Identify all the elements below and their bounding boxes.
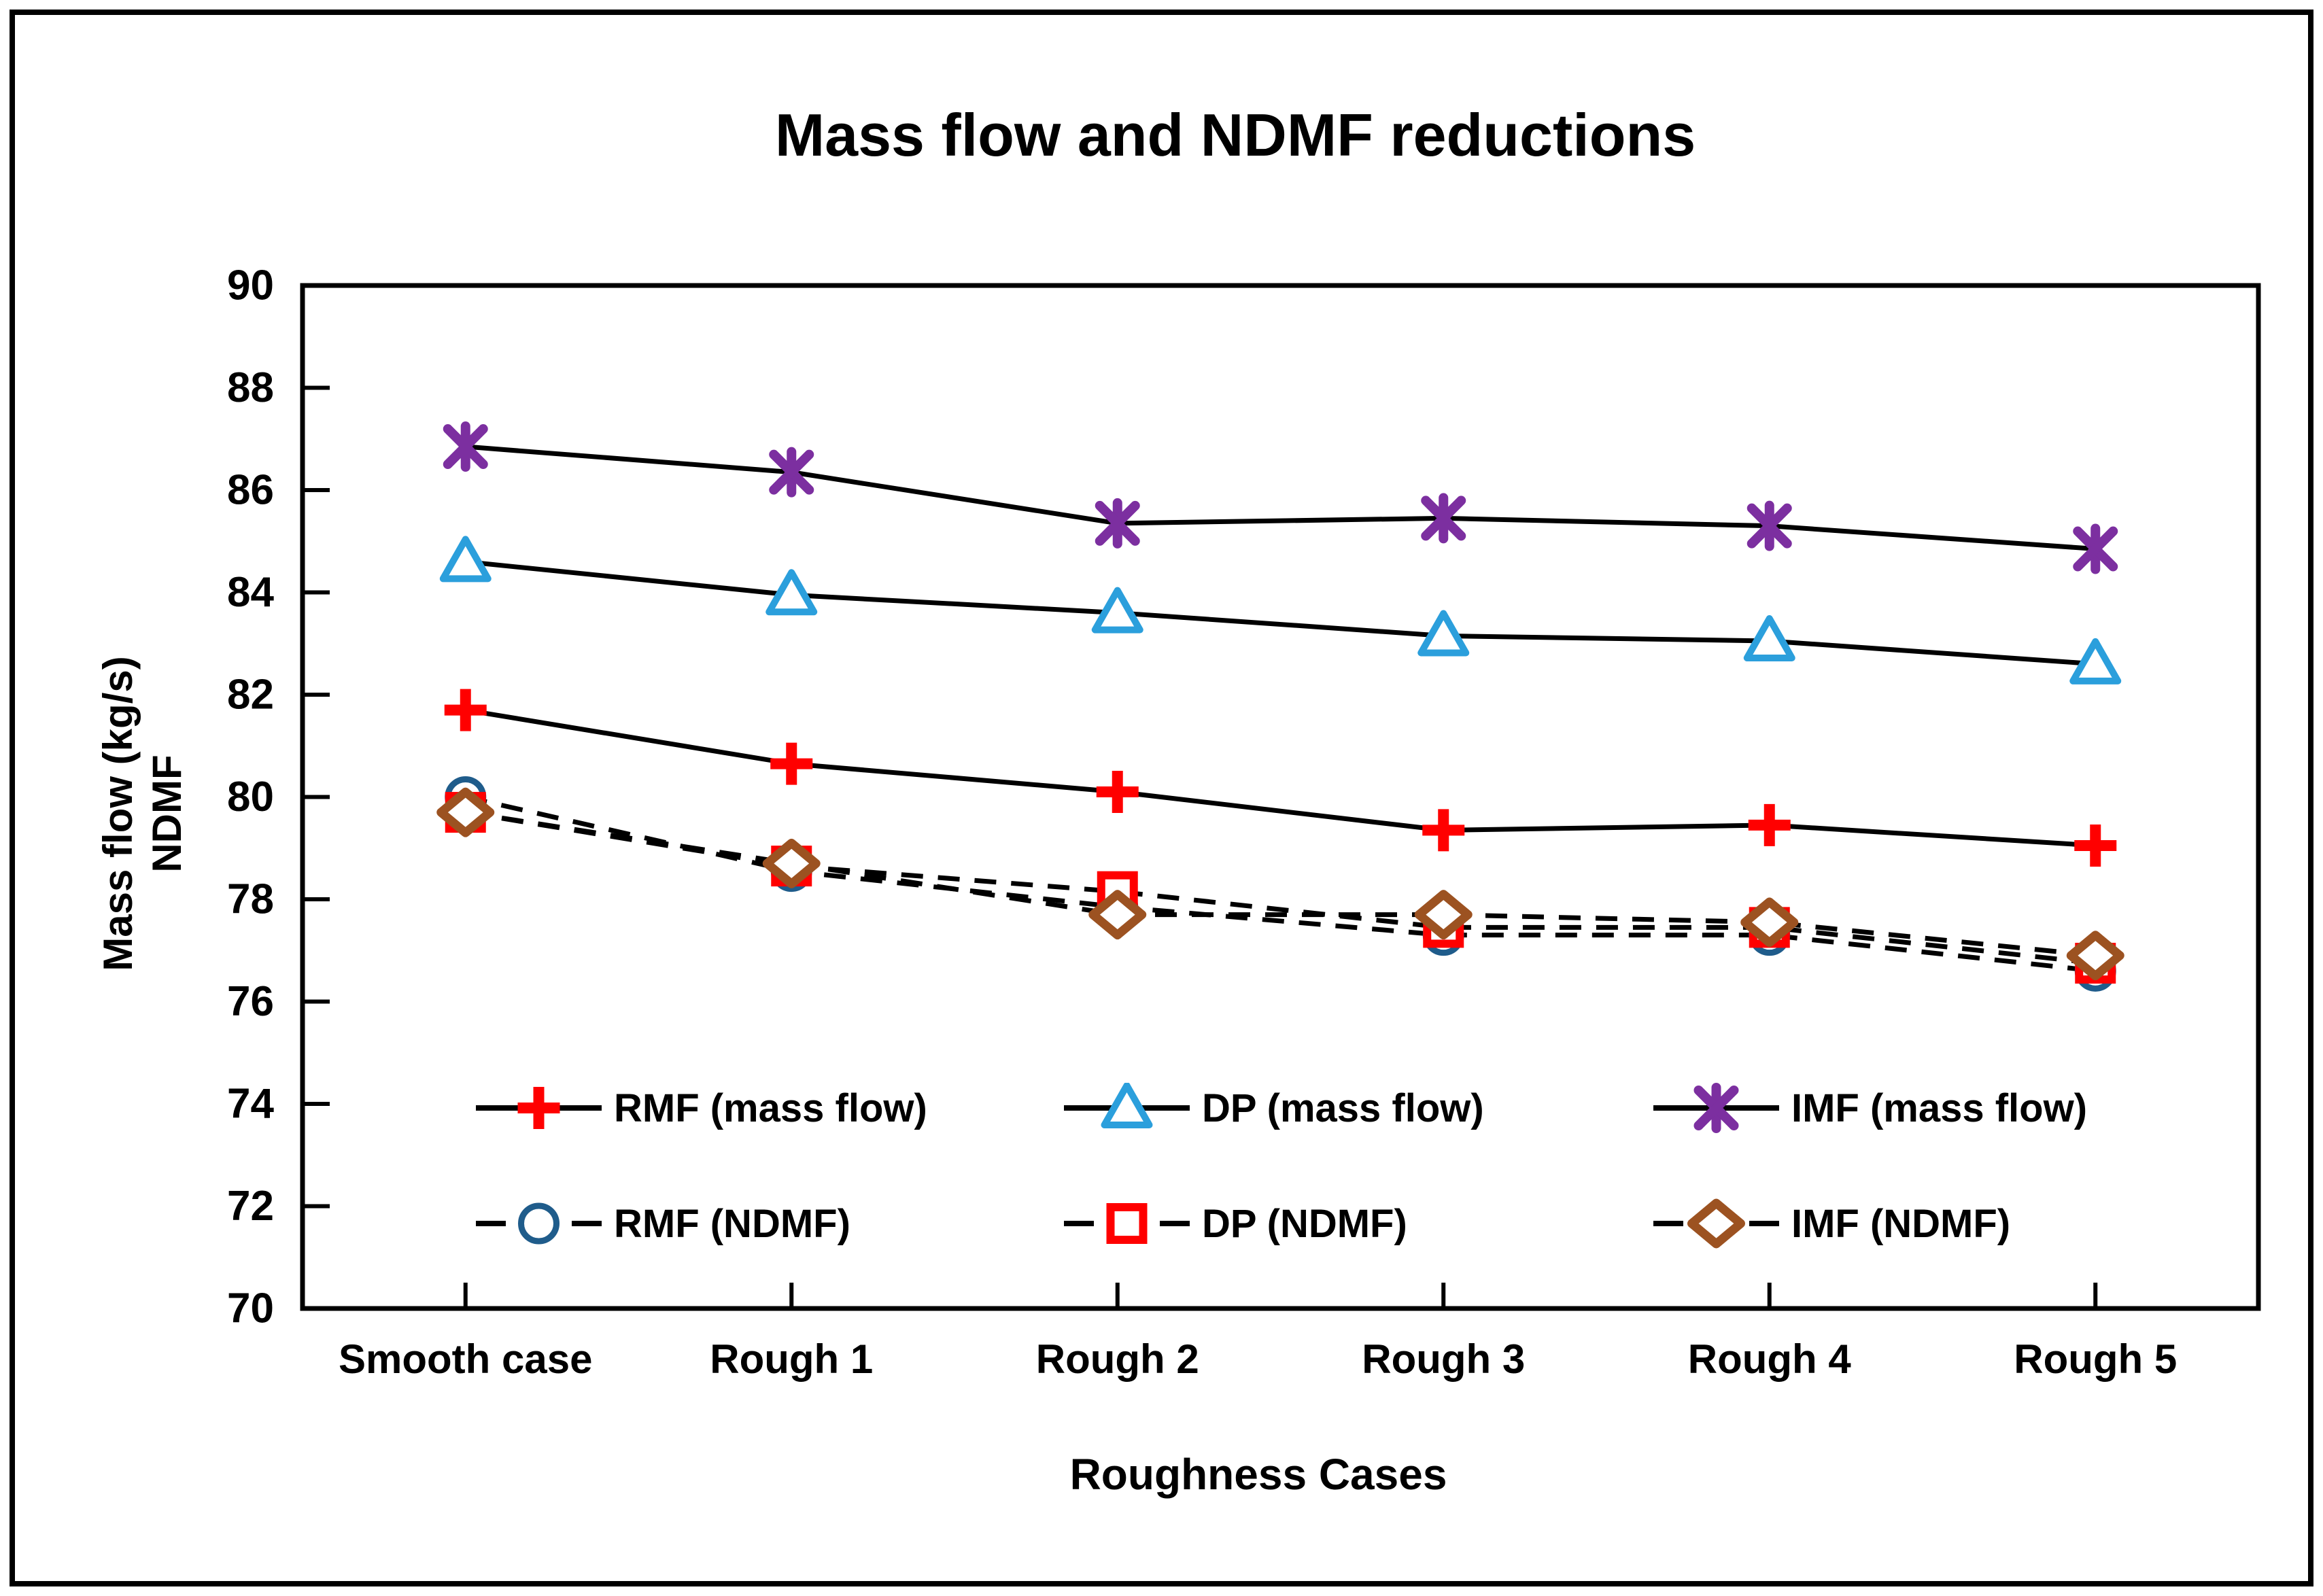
svg-text:78: 78 xyxy=(227,876,274,923)
legend-key-plus-icon xyxy=(476,1087,602,1129)
legend-key-square-icon xyxy=(1064,1203,1190,1244)
legend-label: IMF (mass flow) xyxy=(1791,1086,2088,1130)
svg-text:84: 84 xyxy=(227,569,274,616)
legend-item-imf-ndmf: IMF (NDMF) xyxy=(1653,1198,2010,1249)
svg-text:Smooth case: Smooth case xyxy=(339,1336,592,1382)
legend-item-dp-mass-flow: DP (mass flow) xyxy=(1064,1083,1484,1133)
legend-label: DP (NDMF) xyxy=(1202,1201,1407,1246)
legend-item-rmf-mass-flow: RMF (mass flow) xyxy=(476,1083,927,1133)
svg-text:Rough 4: Rough 4 xyxy=(1688,1336,1852,1382)
x-axis-title: Roughness Cases xyxy=(1069,1450,1447,1499)
legend-item-dp-ndmf: DP (NDMF) xyxy=(1064,1198,1407,1249)
legend-label: IMF (NDMF) xyxy=(1791,1201,2011,1246)
legend-key-diamond-icon xyxy=(1653,1198,1779,1249)
chart-title: Mass flow and NDMF reductions xyxy=(774,101,1696,169)
legend-label: RMF (NDMF) xyxy=(614,1201,850,1246)
legend-label: RMF (mass flow) xyxy=(614,1086,927,1130)
svg-text:Rough 1: Rough 1 xyxy=(710,1336,873,1382)
svg-text:70: 70 xyxy=(227,1285,274,1332)
svg-text:82: 82 xyxy=(227,672,274,718)
svg-text:74: 74 xyxy=(227,1081,274,1128)
svg-text:80: 80 xyxy=(227,774,274,820)
svg-text:Rough 5: Rough 5 xyxy=(2014,1336,2177,1382)
svg-text:90: 90 xyxy=(227,262,274,309)
svg-text:86: 86 xyxy=(227,467,274,514)
svg-text:Rough 3: Rough 3 xyxy=(1362,1336,1525,1382)
svg-text:76: 76 xyxy=(227,978,274,1025)
legend-item-imf-mass-flow: IMF (mass flow) xyxy=(1653,1083,2087,1133)
figure-border xyxy=(10,10,2313,1586)
legend-key-circle-icon xyxy=(476,1202,602,1245)
legend-item-rmf-ndmf: RMF (NDMF) xyxy=(476,1198,850,1249)
legend-label: DP (mass flow) xyxy=(1202,1086,1484,1130)
svg-text:88: 88 xyxy=(227,364,274,411)
legend-key-triangle-icon xyxy=(1064,1083,1190,1128)
svg-text:72: 72 xyxy=(227,1183,274,1230)
legend-key-asterisk-icon xyxy=(1653,1083,1779,1133)
svg-text:Rough 2: Rough 2 xyxy=(1036,1336,1199,1382)
